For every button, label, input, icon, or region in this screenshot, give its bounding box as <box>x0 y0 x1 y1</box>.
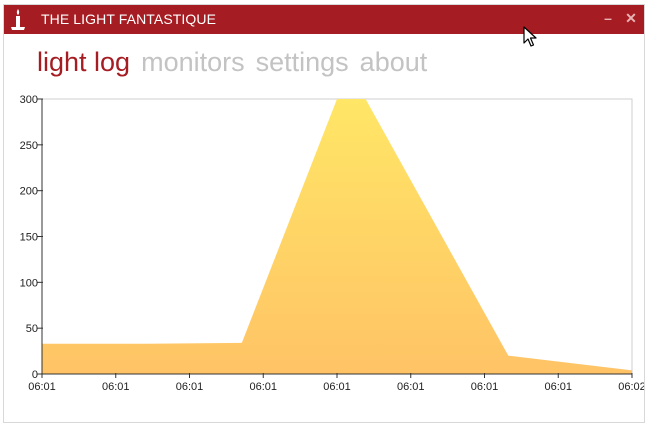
x-tick-label: 06:01 <box>102 381 130 393</box>
y-tick-label: 200 <box>20 186 38 198</box>
mouse-cursor-icon <box>523 26 537 47</box>
app-window: THE LIGHT FANTASTIQUE – ✕ light log moni… <box>3 4 645 423</box>
x-tick-label: 06:01 <box>544 381 572 393</box>
x-tick-label: 06:01 <box>249 381 277 393</box>
window-title: THE LIGHT FANTASTIQUE <box>41 11 217 27</box>
tab-about[interactable]: about <box>359 47 428 77</box>
data-point <box>336 98 339 101</box>
candle-icon <box>11 9 25 30</box>
x-tick-label: 06:01 <box>176 381 204 393</box>
x-tick-label: 06:01 <box>323 381 351 393</box>
close-button[interactable]: ✕ <box>625 10 637 26</box>
y-tick-label: 250 <box>20 140 38 152</box>
x-tick-label: 06:02 <box>618 381 644 393</box>
main-nav: light log monitors settings about <box>37 45 427 79</box>
y-tick-label: 100 <box>20 277 38 289</box>
data-point <box>631 369 634 372</box>
x-tick-label: 06:01 <box>28 381 56 393</box>
data-point <box>240 341 243 344</box>
data-point <box>145 342 148 345</box>
title-bar[interactable]: THE LIGHT FANTASTIQUE – ✕ <box>4 5 644 34</box>
data-point <box>507 354 510 357</box>
y-tick-label: 0 <box>32 369 38 381</box>
minimize-button[interactable]: – <box>604 10 612 26</box>
light-log-chart: 0 50 100 150 200 250 300 06:01 06:01 06:01 06:01 06… <box>20 94 644 393</box>
y-tick-label: 300 <box>20 94 38 106</box>
tab-settings[interactable]: settings <box>255 47 349 77</box>
x-tick-label: 06:01 <box>397 381 425 393</box>
light-level-area <box>42 99 632 374</box>
data-point <box>364 98 367 101</box>
tab-monitors[interactable]: monitors <box>141 47 245 77</box>
x-tick-label: 06:01 <box>471 381 499 393</box>
tab-light-log[interactable]: light log <box>37 47 131 77</box>
y-tick-label: 50 <box>26 323 38 335</box>
y-tick-label: 150 <box>20 232 38 244</box>
